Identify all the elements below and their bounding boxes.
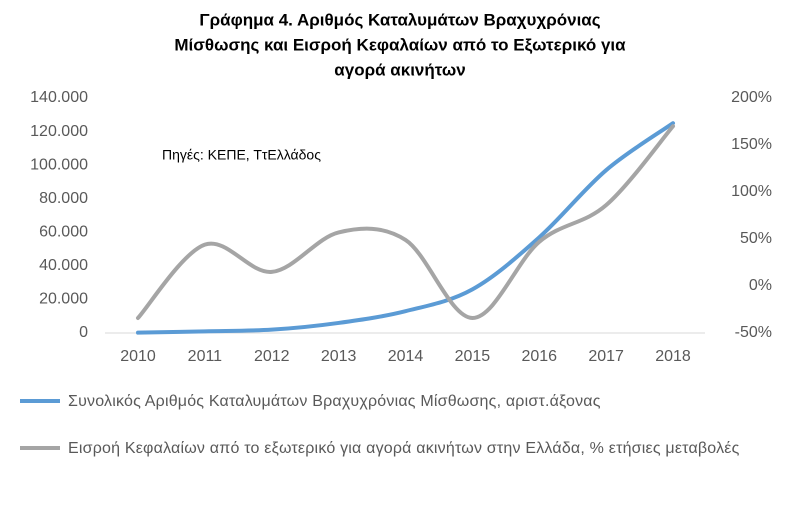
x-tick-label: 2018 [655, 348, 691, 365]
legend-label: Συνολικός Αριθμός Καταλυμάτων Βραχυχρόνι… [68, 393, 601, 410]
y2-tick-label: -50% [735, 324, 772, 341]
series-line [136, 124, 675, 320]
series-line [136, 121, 675, 335]
x-tick-label: 2017 [588, 348, 624, 365]
chart-title: Γράφημα 4. Αριθμός Καταλυμάτων Βραχυχρόν… [199, 10, 600, 29]
x-tick-label: 2015 [455, 348, 491, 365]
legend-label: Εισροή Κεφαλαίων από το εξωτερικό για αγ… [68, 440, 740, 457]
y-tick-label: 0 [79, 324, 88, 341]
chart-title: αγορά ακινήτων [334, 60, 465, 79]
x-tick-label: 2012 [254, 348, 290, 365]
chart: Γράφημα 4. Αριθμός Καταλυμάτων Βραχυχρόν… [30, 10, 772, 365]
y2-tick-label: 100% [731, 183, 772, 200]
y2-tick-label: 50% [740, 230, 772, 247]
x-tick-label: 2011 [188, 348, 223, 365]
legend-item: Εισροή Κεφαλαίων από το εξωτερικό για αγ… [20, 437, 790, 460]
y-tick-label: 120.000 [30, 123, 88, 140]
y-tick-label: 20.000 [39, 291, 88, 308]
y-tick-label: 40.000 [39, 257, 88, 274]
y-tick-label: 60.000 [39, 224, 88, 241]
y-tick-label: 80.000 [39, 190, 88, 207]
legend-swatch [20, 399, 60, 403]
annotation: Πηγές: ΚΕΠΕ, ΤτΕλλάδος [162, 147, 321, 163]
chart-title: Μίσθωσης και Εισροή Κεφαλαίων από το Εξω… [174, 35, 626, 54]
y2-tick-label: 150% [731, 136, 772, 153]
y-tick-label: 100.000 [30, 156, 88, 173]
legend-item: Συνολικός Αριθμός Καταλυμάτων Βραχυχρόνι… [20, 390, 790, 413]
x-tick-label: 2010 [120, 348, 156, 365]
x-tick-label: 2014 [388, 348, 424, 365]
y2-tick-label: 0% [749, 277, 772, 294]
y2-tick-label: 200% [731, 89, 772, 106]
x-tick-label: 2016 [521, 348, 557, 365]
legend-swatch [20, 446, 60, 450]
x-tick-label: 2013 [321, 348, 357, 365]
y-tick-label: 140.000 [30, 89, 88, 106]
